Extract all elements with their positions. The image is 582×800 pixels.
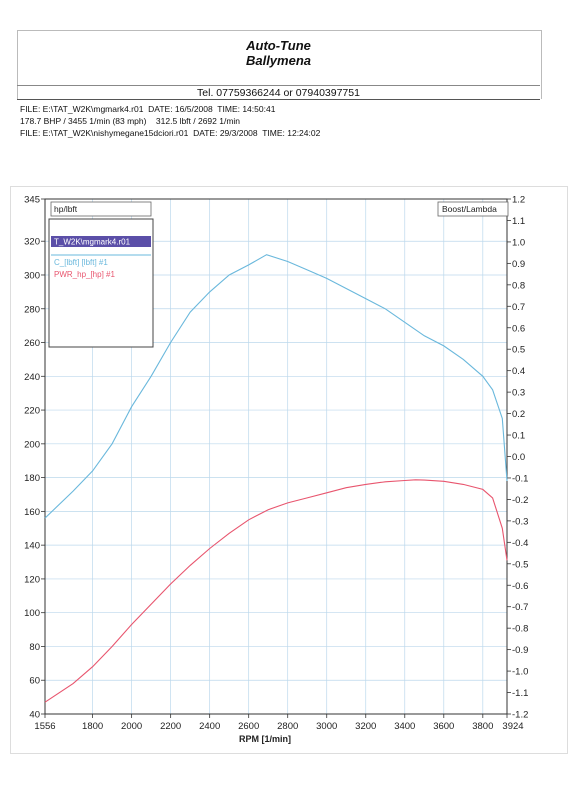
x-tick-label: 2000 [121, 721, 142, 732]
y-left-tick-label: 80 [29, 642, 40, 653]
y-left-tick-label: 320 [24, 237, 40, 248]
y-right-tick-label: -0.6 [512, 581, 528, 592]
x-tick-label: 3200 [355, 721, 376, 732]
file-info-line-3: FILE: E:\TAT_W2K\nishymegane15dciori.r01… [20, 128, 321, 138]
y-right-tick-label: 0.8 [512, 280, 525, 291]
x-axis-label: RPM [1/min] [239, 734, 291, 744]
x-tick-label: 2200 [160, 721, 181, 732]
y-right-tick-label: 0.3 [512, 388, 525, 399]
series-line-torque [44, 254, 508, 519]
y-right-tick-label: 0.4 [512, 366, 525, 377]
y-left-tick-label: 345 [24, 195, 40, 206]
header-divider [17, 85, 540, 86]
header-box [17, 30, 542, 99]
y-left-tick-label: 260 [24, 338, 40, 349]
y-right-tick-label: 0.7 [512, 302, 525, 313]
y-right-tick-label: 1.0 [512, 237, 525, 248]
legend-header[interactable]: T_W2K\mgmark4.r01 [54, 238, 131, 247]
x-tick-label: 1800 [82, 721, 103, 732]
page-title: Auto-Tune [246, 38, 311, 53]
y-right-tick-label: -0.5 [512, 559, 528, 570]
y-left-tick-label: 240 [24, 372, 40, 383]
y-axis-left-label: hp/lbft [54, 204, 78, 214]
telephone-line: Tel. 07759366244 or 07940397751 [197, 87, 360, 99]
x-tick-label: 2600 [238, 721, 259, 732]
y-right-tick-label: -0.3 [512, 516, 528, 527]
info-divider [17, 99, 540, 100]
y-right-tick-label: -1.2 [512, 710, 528, 721]
legend-series-power[interactable]: PWR_hp_[hp] #1 [54, 270, 115, 279]
y-left-tick-label: 60 [29, 676, 40, 687]
x-tick-label: 3000 [316, 721, 337, 732]
legend-series-torque[interactable]: C_[lbft] [lbft] #1 [54, 258, 108, 267]
y-left-tick-label: 220 [24, 406, 40, 417]
y-axis-right-ticks: -1.2 -1.1 -1.0 -0.9 -0.8 -0.7 -0.6 -0.5 -0.4 -0.3… [507, 195, 528, 721]
y-left-tick-label: 300 [24, 270, 40, 281]
y-right-tick-label: 1.1 [512, 216, 525, 227]
y-right-tick-label: 0.6 [512, 323, 525, 334]
y-left-tick-label: 200 [24, 439, 40, 450]
x-tick-label: 3400 [394, 721, 415, 732]
y-right-tick-label: -1.1 [512, 688, 528, 699]
y-left-label-box [50, 201, 152, 217]
y-right-tick-label: -0.2 [512, 495, 528, 506]
y-right-tick-label: -0.1 [512, 473, 528, 484]
y-left-tick-label: 280 [24, 304, 40, 315]
x-tick-label: 2400 [199, 721, 220, 732]
y-left-tick-label: 180 [24, 473, 40, 484]
y-right-tick-label: 0.2 [512, 409, 525, 420]
y-left-tick-label: 100 [24, 608, 40, 619]
y-right-tick-label: 0.0 [512, 452, 525, 463]
chart-frame [10, 186, 568, 754]
page-subtitle: Ballymena [245, 53, 312, 68]
y-right-tick-label: 0.5 [512, 345, 525, 356]
y-right-tick-label: -0.7 [512, 602, 528, 613]
y-left-tick-label: 160 [24, 507, 40, 518]
chart-series [44, 254, 508, 703]
y-axis-right-label: Boost/Lambda [442, 204, 497, 214]
y-right-tick-label: 0.1 [512, 431, 525, 442]
file-info-line-2: 178.7 BHP / 3455 1/min (83 mph) 312.5 lb… [20, 116, 241, 126]
y-left-tick-label: 40 [29, 710, 40, 721]
y-right-tick-label: 1.2 [512, 195, 525, 206]
x-tick-label: 1556 [34, 721, 55, 732]
y-left-tick-label: 140 [24, 541, 40, 552]
x-tick-label: 3800 [472, 721, 493, 732]
y-left-tick-label: 120 [24, 574, 40, 585]
y-right-label-box [437, 201, 509, 217]
y-right-tick-label: 0.9 [512, 259, 525, 270]
y-right-tick-label: -1.0 [512, 667, 528, 678]
y-right-tick-label: -0.8 [512, 624, 528, 635]
series-line-power [44, 479, 508, 703]
x-tick-label: 2800 [277, 721, 298, 732]
y-right-tick-label: -0.4 [512, 538, 528, 549]
y-right-tick-label: -0.9 [512, 645, 528, 656]
y-axis-left-ticks: 40 60 80 100 120 140 160 180 200 220 240 260 280 300 3… [24, 195, 45, 721]
x-axis-ticks: 1556 1800 2000 2200 2400 2600 2800 3000 3200 3400… [34, 714, 524, 732]
legend-header-bar [51, 236, 151, 247]
x-tick-label: 3600 [433, 721, 454, 732]
legend[interactable]: T_W2K\mgmark4.r01 C_[lbft] [lbft] #1 PWR… [48, 218, 154, 348]
x-tick-label: 3924 [502, 721, 523, 732]
file-info-line-1: FILE: E:\TAT_W2K\mgmark4.r01 DATE: 16/5/… [20, 104, 276, 114]
